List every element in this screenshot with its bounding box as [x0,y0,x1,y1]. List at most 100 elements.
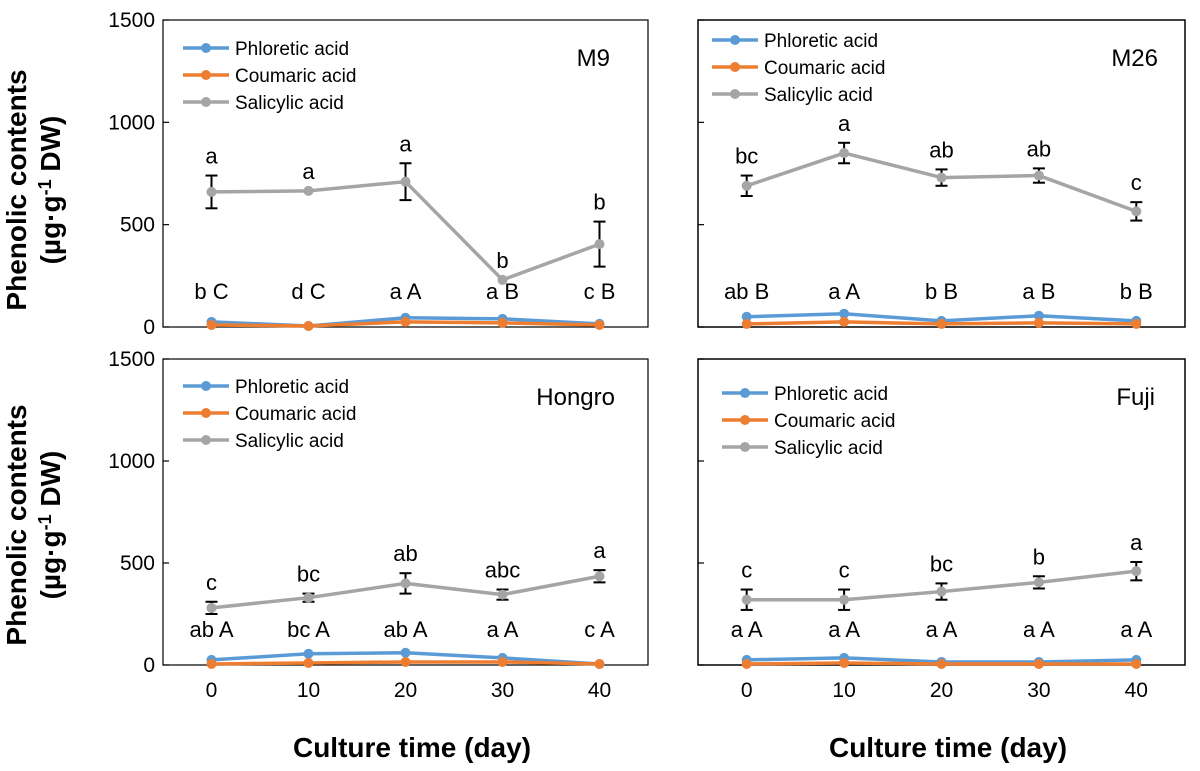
data-point [206,319,217,330]
legend: Phloretic acid Coumaric acid Salicylic aci… [183,377,356,452]
data-point [303,185,314,196]
data-point [400,578,411,589]
legend-swatch-marker [740,388,750,398]
data-point [206,602,217,613]
significance-label-upper: bc [297,562,320,587]
data-point [400,647,411,658]
y-tick-label: 1000 [108,450,155,473]
data-point [839,316,850,327]
significance-label-lower: ab B [724,279,769,304]
data-point [1131,206,1142,217]
legend-swatch-marker [740,415,750,425]
data-point [206,186,217,197]
legend: Phloretic acid Coumaric acid Salicylic aci… [712,31,885,106]
data-point [1131,566,1142,577]
significance-label-upper: ab [929,137,953,162]
x-tick-label: 10 [297,679,320,702]
legend: Phloretic acid Coumaric acid Salicylic aci… [183,39,356,114]
legend-label: Coumaric acid [235,404,356,425]
data-point [1033,577,1044,588]
series-salicylic-acid [205,569,606,615]
y-tick-label: 1500 [108,9,155,32]
data-point [594,658,605,669]
series-coumaric-acid [206,316,605,331]
y-tick-label: 0 [143,654,155,677]
x-tick-label: 30 [491,679,514,702]
data-point [936,586,947,597]
x-tick-label: 10 [832,679,855,702]
significance-label-lower: b B [1120,279,1153,304]
significance-label-lower: a A [487,617,519,642]
data-point [1033,658,1044,669]
x-tick-label: 30 [1027,679,1050,702]
significance-label-upper: bc [930,551,953,576]
data-point [741,658,752,669]
y-tick-label: 1500 [108,348,155,371]
legend-label: Coumaric acid [774,411,895,432]
significance-label-lower: a A [390,279,422,304]
data-point [1131,318,1142,329]
data-point [497,656,508,667]
data-point [1033,310,1044,321]
data-point [303,648,314,659]
significance-label-lower: ab A [189,617,233,642]
data-point [594,571,605,582]
significance-label-upper: c [839,558,850,583]
significance-label-upper: a [399,131,412,156]
data-point [936,658,947,669]
significance-label-upper: abc [485,558,520,583]
significance-label-lower: a A [828,617,860,642]
y-axis-title-bottom: Phenolic contents (µg·g-1 DW) [1,404,66,645]
series-salicylic-acid [740,560,1143,611]
panel-title: Fuji [1116,384,1155,411]
panel-title: M26 [1111,45,1158,72]
x-axis-title-left: Culture time (day) [293,732,531,763]
y-axis-title-top-line1: Phenolic contents [1,69,32,310]
y-tick-label: 500 [120,214,155,237]
data-point [839,657,850,668]
legend-label: Salicylic acid [235,431,344,452]
data-point [839,594,850,605]
legend-label: Phloretic acid [774,384,888,405]
significance-label-lower: c B [584,279,616,304]
legend-label: Salicylic acid [764,85,873,106]
data-point [400,316,411,327]
legend-swatch-marker [201,97,211,107]
panel-title: Hongro [536,384,615,411]
data-point [497,317,508,328]
significance-label-lower: ab A [383,617,427,642]
legend-swatch-marker [201,408,211,418]
legend-swatch-marker [730,89,740,99]
significance-label-lower: b C [194,279,228,304]
x-tick-label: 40 [1125,679,1148,702]
legend: Phloretic acid Coumaric acid Salicylic aci… [722,384,895,459]
legend-swatch-marker [201,381,211,391]
x-tick-label: 0 [741,679,753,702]
significance-label-upper: a [302,159,315,184]
significance-label-upper: ab [1027,136,1051,161]
significance-label-upper: a [205,144,218,169]
y-axis-title-top: Phenolic contents (µg·g-1 DW) [1,69,66,310]
x-tick-label: 0 [206,679,218,702]
legend-label: Coumaric acid [764,58,885,79]
y-tick-label: 0 [143,316,155,339]
series-coumaric-acid [741,316,1142,329]
significance-label-lower: a B [1022,279,1055,304]
y-tick-label: 500 [120,552,155,575]
legend-label: Salicylic acid [774,438,883,459]
panel-title: M9 [577,45,610,72]
data-point [303,320,314,331]
data-point [400,176,411,187]
data-point [400,656,411,667]
legend-label: Phloretic acid [235,377,349,398]
series-coumaric-acid [741,657,1142,669]
data-point [1033,170,1044,181]
significance-label-upper: c [1131,170,1142,195]
data-point [741,594,752,605]
legend-swatch-marker [201,435,211,445]
x-tick-label: 40 [588,679,611,702]
data-point [497,589,508,600]
significance-label-upper: a [593,538,606,563]
